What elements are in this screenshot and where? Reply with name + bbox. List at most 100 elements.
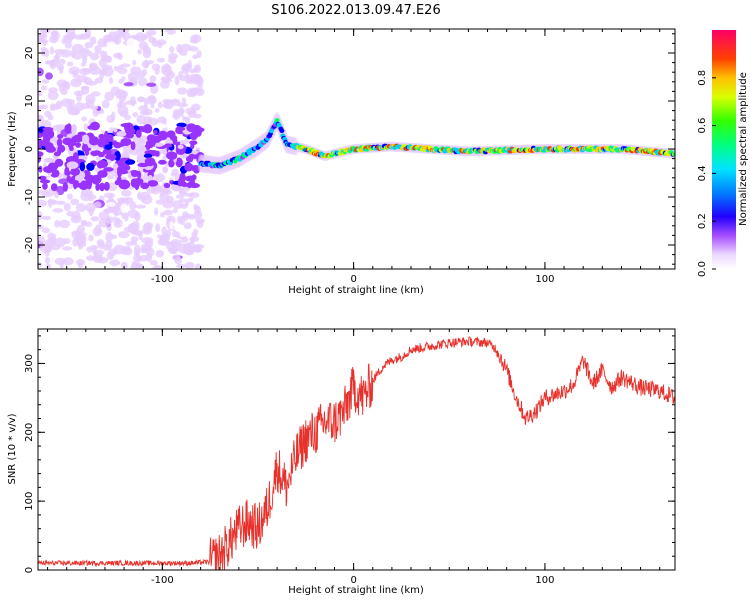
spectrogram-noise-blob <box>162 119 167 126</box>
spectrogram-noise-blob <box>117 105 129 116</box>
spectrogram-noise-blob <box>101 99 110 109</box>
spectrogram-signal-blob <box>47 162 57 172</box>
spectrogram-noise-blob <box>142 48 152 59</box>
spectrogram-noise-blob <box>166 215 176 225</box>
spectrogram-noise-blob <box>162 98 174 104</box>
spectrogram-noise-blob <box>158 41 163 49</box>
spectrogram-noise-blob <box>80 103 91 110</box>
snr-y-ticks: 0 100 200 300 <box>24 335 675 573</box>
spectrogram-noise-blob <box>130 236 139 243</box>
spectrogram-noise-blob <box>117 101 128 107</box>
spectrogram-noise-blob <box>132 59 137 66</box>
spectrogram-signal-blob <box>179 172 186 180</box>
spectrogram-noise-blob <box>193 204 198 211</box>
spectrogram-noise-blob <box>169 46 175 54</box>
spectrogram-noise-blob <box>126 38 136 48</box>
spectrogram-noise-blob <box>132 112 139 118</box>
spectrogram-noise-blob <box>56 64 65 71</box>
spectrogram-noise-blob <box>38 114 44 124</box>
spectrogram-noise-blob <box>89 52 100 61</box>
spectrogram-signal-blob <box>145 139 156 147</box>
spectrogram-signal-blob <box>121 151 130 159</box>
spectrogram-signal-blob <box>140 182 150 190</box>
spectrogram-noise-blob <box>189 38 199 44</box>
spectrogram-noise-blob <box>163 209 173 216</box>
spectrogram-noise-blob <box>39 243 51 254</box>
colorbar-tick-label: 0.8 <box>697 70 708 86</box>
spectrogram-signal-blob <box>103 136 114 143</box>
colorbar: 0.0 0.2 0.4 0.6 0.8 Normalized spectral ampl… <box>697 30 749 277</box>
spectrogram-noise-blob <box>89 105 99 110</box>
spectrogram-noise-blob <box>140 243 152 252</box>
spectrogram-noise-blob <box>189 237 195 244</box>
spectrogram-noise-blob <box>194 263 202 269</box>
spectrogram-noise-blob <box>178 198 188 203</box>
spectrogram-noise-blob <box>47 114 54 121</box>
spectrogram-noise-blob <box>117 67 128 75</box>
spectrogram-noise-blob <box>137 48 142 55</box>
spectrogram-signal-blob <box>53 151 61 157</box>
spectrogram-noise-blob <box>66 210 75 217</box>
snr-y-axis-label: SNR (10 * v/v) <box>7 413 18 484</box>
spectrogram-signal-blob <box>166 151 178 160</box>
spectrogram-noise-blob <box>86 246 93 253</box>
spectrogram-noise-blob <box>48 237 57 246</box>
spectrogram-signal-blob <box>40 140 51 147</box>
spectrogram-noise-blob <box>76 92 82 102</box>
spectrogram-noise-blob <box>41 79 50 84</box>
spectrogram-noise-blob <box>42 193 52 198</box>
spectrogram-noise-blob <box>51 30 60 41</box>
spectrogram-noise-blob <box>138 135 149 145</box>
spectrogram-noise-blob <box>101 124 110 132</box>
spectrogram-signal-blob <box>38 132 43 139</box>
spectrogram-noise-blob <box>121 189 132 197</box>
spectrogram-noise-blob <box>38 35 45 44</box>
spectrogram-signal-blob <box>84 149 90 156</box>
spectrogram-noise-blob <box>175 231 181 239</box>
spectrogram-signal-blob <box>38 175 47 181</box>
spectrogram-signal-blob <box>69 146 74 152</box>
spectrogram-noise-blob <box>180 236 189 243</box>
spectrogram-noise-blob <box>38 90 43 97</box>
spectrogram-signal-blob <box>54 158 64 167</box>
spectrogram-signal-blob <box>57 144 66 153</box>
figure-title: S106.2022.013.09.47.E26 <box>271 3 440 18</box>
x-tick-label: 100 <box>535 575 554 586</box>
spectrogram-noise-blob <box>110 35 119 42</box>
spectrogram-ridge-cell <box>672 152 675 157</box>
colorbar-gradient <box>712 30 736 269</box>
spectrogram-noise-blob <box>99 71 105 80</box>
x-tick-label: -100 <box>151 274 174 285</box>
spectrogram-noise-blob <box>154 265 160 269</box>
spectrogram-noise-blob <box>104 91 115 101</box>
x-tick-label: 0 <box>350 575 356 586</box>
spectrogram-noise-blob <box>145 253 153 262</box>
y-tick-label: 200 <box>24 423 35 442</box>
y-tick-label: 300 <box>24 354 35 373</box>
spectrogram-noise-blob <box>62 246 73 251</box>
spectrogram-noise-blob <box>179 203 188 209</box>
spectrogram-noise-blob <box>181 97 187 107</box>
spectrogram-noise-blob <box>135 32 146 42</box>
spectrogram-noise-blob <box>183 213 194 218</box>
colorbar-tick-label: 0.4 <box>697 165 708 181</box>
spectrogram-noise-blob <box>184 245 195 256</box>
spectrogram-noise-blob <box>177 87 188 95</box>
spectrogram-noise-blob <box>147 117 159 126</box>
spectrogram-signal-blob <box>43 157 56 163</box>
spectrogram-noise-blob <box>172 254 181 261</box>
spectrogram-noise-blob <box>81 54 88 65</box>
spectrogram-noise-blob <box>113 65 119 72</box>
spectrogram-noise-blob <box>47 90 59 101</box>
spectrogram-noise-blob <box>66 61 74 67</box>
spectrogram-signal-blob <box>153 130 158 135</box>
spectrogram-noise-blob <box>122 247 133 256</box>
spectrogram-noise-blob <box>85 202 96 213</box>
spectrogram-noise-blob <box>170 172 177 177</box>
spectrogram-signal-blob <box>72 152 79 162</box>
spectrogram-noise-blob <box>105 239 113 250</box>
spectrogram-noise-blob <box>138 41 149 50</box>
y-tick-label: 0 <box>24 567 35 573</box>
spectrogram-noise-blob <box>163 63 170 70</box>
